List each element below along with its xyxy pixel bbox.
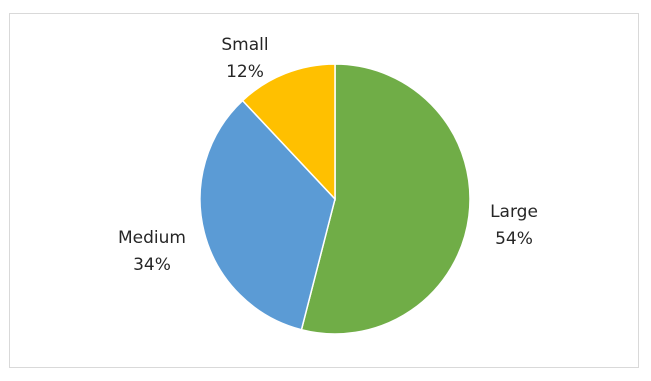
slice-label-small-name: Small	[221, 35, 268, 55]
slice-label-small-percent: 12%	[226, 62, 264, 82]
pie-slice-small	[241, 63, 336, 201]
slice-label-medium-name: Medium	[118, 228, 186, 248]
slice-label-medium-percent: 34%	[133, 255, 171, 275]
slice-label-large-percent: 54%	[495, 229, 533, 249]
slice-label-large-name: Large	[490, 202, 538, 222]
pie-slices	[199, 63, 471, 335]
pie-slice-medium	[199, 99, 336, 331]
pie-slice-large	[300, 63, 471, 335]
